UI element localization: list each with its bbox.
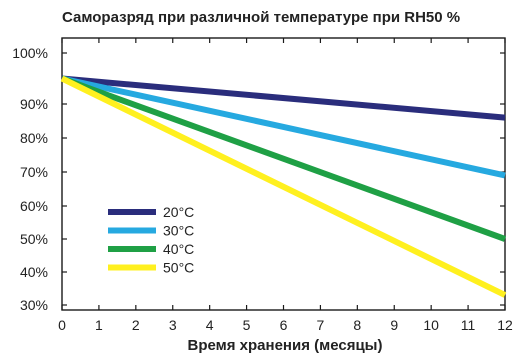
- x-tick-label: 5: [243, 317, 251, 333]
- chart-title: Саморазряд при различной температуре при…: [62, 9, 460, 26]
- y-tick-label: 80%: [20, 130, 48, 146]
- y-tick-label: 50%: [20, 231, 48, 247]
- x-tick-label: 11: [461, 317, 476, 333]
- y-tick-label: 60%: [20, 198, 48, 214]
- series-line-3: [60, 75, 507, 298]
- legend: 20°C 30°C 40°C 50°C: [108, 204, 194, 276]
- x-tick-label: 10: [423, 317, 439, 333]
- legend-label: 50°C: [163, 260, 194, 276]
- series-line-2: [60, 75, 507, 242]
- axes: 100%90%80%70%60%50%40%30%0 1 2 3 4 5 6 7 8 9 10 11 1…: [12, 37, 513, 333]
- y-tick-label: 30%: [20, 297, 48, 313]
- x-tick-label: 8: [353, 317, 361, 333]
- x-tick-label: 0: [58, 317, 66, 333]
- y-tick-label: 70%: [20, 164, 48, 180]
- legend-label: 20°C: [163, 204, 194, 220]
- x-tick-label: 6: [280, 317, 288, 333]
- x-tick-label: 12: [497, 317, 513, 333]
- legend-label: 30°C: [163, 223, 194, 239]
- series-line-1: [61, 75, 506, 179]
- x-tick-label: 2: [132, 317, 140, 333]
- series-line-0: [61, 75, 506, 121]
- x-tick-label: 7: [317, 317, 325, 333]
- y-tick-label: 90%: [20, 96, 48, 112]
- x-tick-label: 3: [169, 317, 177, 333]
- x-tick-label: 9: [390, 317, 398, 333]
- y-tick-label: 40%: [20, 264, 48, 280]
- y-tick-label: 100%: [12, 45, 48, 61]
- series-lines: [60, 75, 507, 298]
- legend-label: 40°C: [163, 241, 194, 257]
- x-axis-title: Время хранения (месяцы): [188, 337, 383, 354]
- x-tick-label: 4: [206, 317, 214, 333]
- x-tick-label: 1: [95, 317, 103, 333]
